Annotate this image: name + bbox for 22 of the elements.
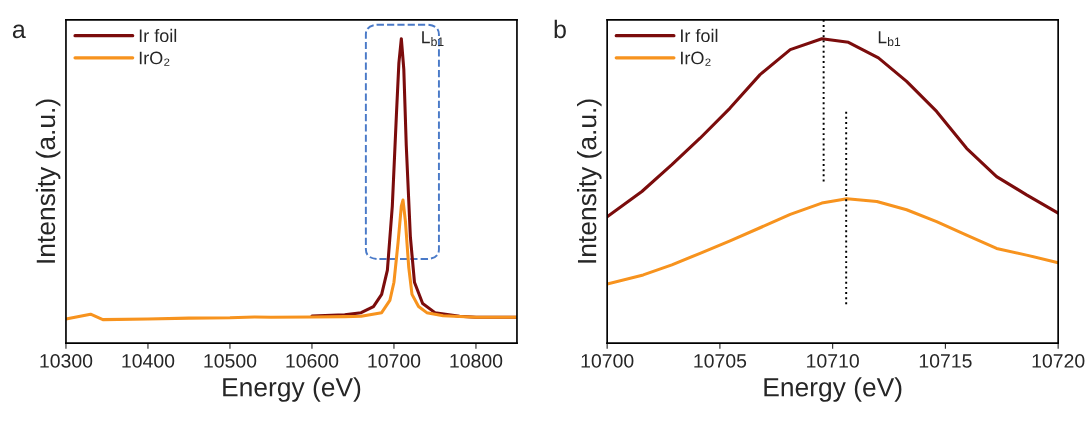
x-tick-label: 10700 xyxy=(368,354,421,368)
legend-label: IrO₂ xyxy=(139,51,170,66)
legend-label: IrO₂ xyxy=(681,51,711,66)
x-tick-label: 10500 xyxy=(204,354,257,368)
legend-label: Ir foil xyxy=(139,28,177,43)
x-tick-label: 10600 xyxy=(286,354,339,368)
x-tick-label: 10300 xyxy=(40,354,93,368)
x-axis-title: Energy (eV) xyxy=(223,377,361,402)
y-axis-title: Intensity (a.u.) xyxy=(577,99,602,263)
x-tick-label: 10705 xyxy=(694,354,747,368)
chart-title: b xyxy=(554,19,566,39)
x-tick-label: 10400 xyxy=(122,354,175,368)
x-tick-label: 10700 xyxy=(581,354,634,368)
chart-title: a xyxy=(12,24,26,39)
x-tick-label: 10800 xyxy=(450,354,503,368)
y-axis-title: Intensity (a.u.) xyxy=(35,99,61,263)
annotation: L$_{b1}$ xyxy=(878,31,901,47)
x-tick-label: 10710 xyxy=(807,354,859,368)
x-tick-label: 10720 xyxy=(1032,354,1085,368)
x-axis-title: Energy (eV) xyxy=(764,377,902,402)
x-tick-label: 10715 xyxy=(919,354,972,368)
legend-label: Ir foil xyxy=(681,28,718,43)
